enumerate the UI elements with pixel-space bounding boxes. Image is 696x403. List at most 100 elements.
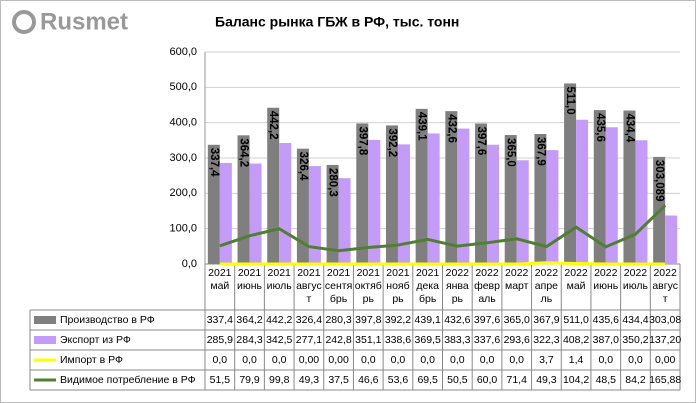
table-cell: 71,4 xyxy=(507,374,528,386)
x-tick-label: 2022 апрель xyxy=(534,267,559,305)
table-cell: 350,2 xyxy=(622,334,648,346)
x-tick-label: 2022 август xyxy=(652,267,678,305)
y-tick-label: 100,0 xyxy=(169,223,197,235)
table-cell: 53,6 xyxy=(388,374,409,386)
table-cell: 0,0 xyxy=(272,354,287,366)
line xyxy=(219,261,666,266)
table-cell: 439,1 xyxy=(415,314,441,326)
table-cell: 69,5 xyxy=(417,374,438,386)
table-cell: 0,0 xyxy=(361,354,376,366)
x-tick-label: 2022 март xyxy=(504,267,529,292)
bar xyxy=(546,150,559,264)
table-cell: 0,0 xyxy=(213,354,228,366)
bar xyxy=(516,160,529,264)
bar xyxy=(504,135,517,264)
table-cell: 0,0 xyxy=(242,354,257,366)
bar xyxy=(308,166,321,264)
table-cell: 387,0 xyxy=(593,334,619,346)
bar xyxy=(356,123,369,264)
data-label: 511,0 xyxy=(564,86,576,114)
bar xyxy=(487,144,500,264)
table-cell: 326,4 xyxy=(296,314,322,326)
table-cell: 277,1 xyxy=(296,334,322,346)
table-cell: 165,88 xyxy=(649,374,681,386)
table-cell: 0,0 xyxy=(480,354,495,366)
table-cell: 383,3 xyxy=(444,334,470,346)
table-cell: 0,0 xyxy=(420,354,435,366)
bar xyxy=(635,140,648,264)
y-tick-label: 400,0 xyxy=(169,117,197,129)
x-tick-label: 2021 июнь xyxy=(237,267,263,292)
x-tick-label: 2021 декабрь xyxy=(415,267,440,305)
bar xyxy=(385,125,398,264)
table-cell: 0,0 xyxy=(509,354,524,366)
table-cell: 337,6 xyxy=(474,334,500,346)
table-cell: 435,6 xyxy=(593,314,619,326)
table-cell: 365,0 xyxy=(504,314,530,326)
bar xyxy=(665,215,678,264)
bar xyxy=(219,162,232,264)
data-label: 434,4 xyxy=(623,114,635,143)
bar xyxy=(279,142,292,264)
legend-key xyxy=(34,336,56,344)
x-tick-label: 2022 январь xyxy=(445,267,470,305)
legend-label: Производство в РФ xyxy=(60,314,155,326)
table-cell: 79,9 xyxy=(239,374,260,386)
bar xyxy=(249,163,262,264)
table-cell: 49,3 xyxy=(299,374,320,386)
x-tick-label: 2022 февраль xyxy=(474,267,500,305)
table-cell: 369,5 xyxy=(415,334,441,346)
bar xyxy=(475,123,488,264)
data-label: 439,1 xyxy=(416,112,428,141)
table-cell: 48,5 xyxy=(596,374,617,386)
table-cell: 104,2 xyxy=(563,374,589,386)
table-cell: 3,7 xyxy=(539,354,554,366)
logo: Rusmet xyxy=(40,8,128,35)
table-cell: 1,4 xyxy=(569,354,584,366)
chart-title: Баланс рынка ГБЖ в РФ, тыс. тонн xyxy=(215,14,459,30)
table-cell: 0,0 xyxy=(450,354,465,366)
table-cell: 293,6 xyxy=(504,334,530,346)
bar xyxy=(326,164,339,264)
table-cell: 442,2 xyxy=(266,314,292,326)
table-cell: 99,8 xyxy=(269,374,290,386)
bar xyxy=(605,127,618,264)
table-cell: 284,3 xyxy=(236,334,262,346)
x-tick-label: 2021 август xyxy=(296,267,322,305)
x-tick-label: 2022 июль xyxy=(622,267,649,292)
table-cell: 242,8 xyxy=(325,334,351,346)
bar xyxy=(564,83,577,265)
table-cell: 432,6 xyxy=(444,314,470,326)
table-cell: 50,5 xyxy=(447,374,468,386)
bar xyxy=(267,107,280,264)
bar xyxy=(427,133,440,264)
bar xyxy=(368,139,381,264)
bar xyxy=(534,134,547,264)
bar xyxy=(397,144,410,264)
table-cell: 51,5 xyxy=(210,374,231,386)
table-cell: 0,0 xyxy=(598,354,613,366)
data-label: 392,2 xyxy=(386,128,398,157)
table-cell: 0,00 xyxy=(655,354,676,366)
x-tick-label: 2022 май xyxy=(564,267,588,292)
x-tick-label: 2021 ноябрь xyxy=(386,267,410,305)
y-tick-label: 0,0 xyxy=(182,258,197,270)
table-cell: 342,5 xyxy=(266,334,292,346)
x-tick-label: 2021 май xyxy=(208,267,232,292)
data-label: 365,0 xyxy=(505,138,517,167)
table-cell: 37,5 xyxy=(328,374,349,386)
table-cell: 303,08 xyxy=(649,314,681,326)
table-cell: 60,0 xyxy=(477,374,498,386)
table-cell: 511,0 xyxy=(563,314,589,326)
table-cell: 0,00 xyxy=(328,354,349,366)
bar xyxy=(296,148,309,264)
table-cell: 392,2 xyxy=(385,314,411,326)
legend-label: Импорт в РФ xyxy=(60,354,123,366)
data-label: 442,2 xyxy=(267,111,279,140)
bar xyxy=(457,128,470,264)
data-label: 397,6 xyxy=(475,127,487,156)
data-label: 397,8 xyxy=(356,126,368,155)
table-cell: 364,2 xyxy=(236,314,262,326)
legend-label: Видимое потребление в РФ xyxy=(60,374,196,386)
